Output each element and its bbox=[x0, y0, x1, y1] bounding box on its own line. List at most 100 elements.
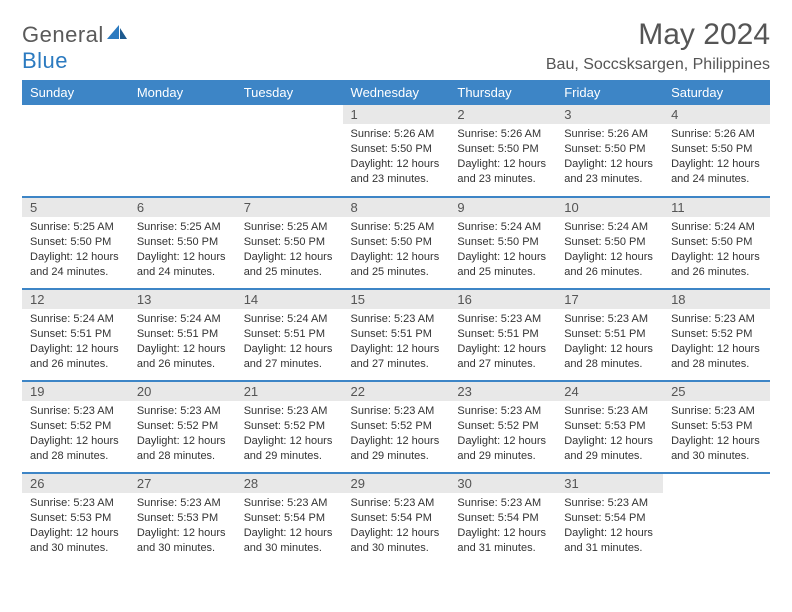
calendar-cell: 13Sunrise: 5:24 AMSunset: 5:51 PMDayligh… bbox=[129, 289, 236, 381]
day-details: Sunrise: 5:25 AMSunset: 5:50 PMDaylight:… bbox=[236, 217, 343, 283]
day-details: Sunrise: 5:23 AMSunset: 5:51 PMDaylight:… bbox=[556, 309, 663, 375]
calendar-cell: 17Sunrise: 5:23 AMSunset: 5:51 PMDayligh… bbox=[556, 289, 663, 381]
calendar-cell: 24Sunrise: 5:23 AMSunset: 5:53 PMDayligh… bbox=[556, 381, 663, 473]
day-details: Sunrise: 5:24 AMSunset: 5:50 PMDaylight:… bbox=[663, 217, 770, 283]
sunset-line: Sunset: 5:52 PM bbox=[30, 419, 121, 434]
sunset-line: Sunset: 5:51 PM bbox=[351, 327, 442, 342]
calendar-cell: 18Sunrise: 5:23 AMSunset: 5:52 PMDayligh… bbox=[663, 289, 770, 381]
day-header: Wednesday bbox=[343, 80, 450, 105]
calendar-cell: 5Sunrise: 5:25 AMSunset: 5:50 PMDaylight… bbox=[22, 197, 129, 289]
daylight-line: Daylight: 12 hours and 28 minutes. bbox=[30, 434, 121, 464]
page-header: General Blue May 2024 Bau, Soccsksargen,… bbox=[22, 18, 770, 74]
day-header: Thursday bbox=[449, 80, 556, 105]
daylight-line: Daylight: 12 hours and 28 minutes. bbox=[564, 342, 655, 372]
calendar-week-row: 19Sunrise: 5:23 AMSunset: 5:52 PMDayligh… bbox=[22, 381, 770, 473]
day-number bbox=[663, 474, 770, 493]
daylight-line: Daylight: 12 hours and 26 minutes. bbox=[564, 250, 655, 280]
day-number: 30 bbox=[449, 474, 556, 493]
sunset-line: Sunset: 5:53 PM bbox=[564, 419, 655, 434]
calendar-cell: 9Sunrise: 5:24 AMSunset: 5:50 PMDaylight… bbox=[449, 197, 556, 289]
calendar-cell bbox=[663, 473, 770, 565]
day-details: Sunrise: 5:24 AMSunset: 5:50 PMDaylight:… bbox=[449, 217, 556, 283]
logo-word2: Blue bbox=[22, 48, 68, 73]
sunrise-line: Sunrise: 5:23 AM bbox=[351, 312, 442, 327]
sunrise-line: Sunrise: 5:26 AM bbox=[564, 127, 655, 142]
day-details: Sunrise: 5:25 AMSunset: 5:50 PMDaylight:… bbox=[343, 217, 450, 283]
day-number: 25 bbox=[663, 382, 770, 401]
day-details: Sunrise: 5:25 AMSunset: 5:50 PMDaylight:… bbox=[22, 217, 129, 283]
sunrise-line: Sunrise: 5:23 AM bbox=[564, 496, 655, 511]
calendar-cell bbox=[129, 105, 236, 197]
calendar-week-row: 1Sunrise: 5:26 AMSunset: 5:50 PMDaylight… bbox=[22, 105, 770, 197]
calendar-cell: 12Sunrise: 5:24 AMSunset: 5:51 PMDayligh… bbox=[22, 289, 129, 381]
sunset-line: Sunset: 5:51 PM bbox=[564, 327, 655, 342]
daylight-line: Daylight: 12 hours and 31 minutes. bbox=[457, 526, 548, 556]
day-details: Sunrise: 5:23 AMSunset: 5:54 PMDaylight:… bbox=[449, 493, 556, 559]
sunrise-line: Sunrise: 5:26 AM bbox=[351, 127, 442, 142]
sunset-line: Sunset: 5:50 PM bbox=[671, 235, 762, 250]
daylight-line: Daylight: 12 hours and 30 minutes. bbox=[137, 526, 228, 556]
calendar-cell: 19Sunrise: 5:23 AMSunset: 5:52 PMDayligh… bbox=[22, 381, 129, 473]
day-details: Sunrise: 5:23 AMSunset: 5:54 PMDaylight:… bbox=[236, 493, 343, 559]
day-number: 6 bbox=[129, 198, 236, 217]
day-number: 5 bbox=[22, 198, 129, 217]
day-header-row: SundayMondayTuesdayWednesdayThursdayFrid… bbox=[22, 80, 770, 105]
calendar-cell: 22Sunrise: 5:23 AMSunset: 5:52 PMDayligh… bbox=[343, 381, 450, 473]
calendar-cell: 15Sunrise: 5:23 AMSunset: 5:51 PMDayligh… bbox=[343, 289, 450, 381]
sunrise-line: Sunrise: 5:23 AM bbox=[30, 404, 121, 419]
sunset-line: Sunset: 5:52 PM bbox=[137, 419, 228, 434]
day-number: 15 bbox=[343, 290, 450, 309]
day-details: Sunrise: 5:26 AMSunset: 5:50 PMDaylight:… bbox=[343, 124, 450, 190]
calendar-week-row: 5Sunrise: 5:25 AMSunset: 5:50 PMDaylight… bbox=[22, 197, 770, 289]
daylight-line: Daylight: 12 hours and 27 minutes. bbox=[457, 342, 548, 372]
daylight-line: Daylight: 12 hours and 27 minutes. bbox=[351, 342, 442, 372]
calendar-cell: 8Sunrise: 5:25 AMSunset: 5:50 PMDaylight… bbox=[343, 197, 450, 289]
day-details: Sunrise: 5:26 AMSunset: 5:50 PMDaylight:… bbox=[556, 124, 663, 190]
sunrise-line: Sunrise: 5:24 AM bbox=[671, 220, 762, 235]
calendar-cell: 28Sunrise: 5:23 AMSunset: 5:54 PMDayligh… bbox=[236, 473, 343, 565]
day-details: Sunrise: 5:23 AMSunset: 5:53 PMDaylight:… bbox=[22, 493, 129, 559]
day-details: Sunrise: 5:23 AMSunset: 5:51 PMDaylight:… bbox=[449, 309, 556, 375]
daylight-line: Daylight: 12 hours and 26 minutes. bbox=[30, 342, 121, 372]
sunset-line: Sunset: 5:54 PM bbox=[351, 511, 442, 526]
sunset-line: Sunset: 5:51 PM bbox=[457, 327, 548, 342]
sunset-line: Sunset: 5:50 PM bbox=[671, 142, 762, 157]
sunset-line: Sunset: 5:52 PM bbox=[244, 419, 335, 434]
sunrise-line: Sunrise: 5:23 AM bbox=[457, 404, 548, 419]
day-number: 26 bbox=[22, 474, 129, 493]
daylight-line: Daylight: 12 hours and 24 minutes. bbox=[137, 250, 228, 280]
sunrise-line: Sunrise: 5:25 AM bbox=[351, 220, 442, 235]
day-details: Sunrise: 5:23 AMSunset: 5:52 PMDaylight:… bbox=[129, 401, 236, 467]
day-number: 4 bbox=[663, 105, 770, 124]
day-details: Sunrise: 5:24 AMSunset: 5:51 PMDaylight:… bbox=[129, 309, 236, 375]
calendar-cell: 11Sunrise: 5:24 AMSunset: 5:50 PMDayligh… bbox=[663, 197, 770, 289]
calendar-cell: 20Sunrise: 5:23 AMSunset: 5:52 PMDayligh… bbox=[129, 381, 236, 473]
sunset-line: Sunset: 5:50 PM bbox=[244, 235, 335, 250]
day-details: Sunrise: 5:23 AMSunset: 5:51 PMDaylight:… bbox=[343, 309, 450, 375]
sunset-line: Sunset: 5:53 PM bbox=[137, 511, 228, 526]
sunset-line: Sunset: 5:51 PM bbox=[244, 327, 335, 342]
sunrise-line: Sunrise: 5:26 AM bbox=[671, 127, 762, 142]
day-number: 2 bbox=[449, 105, 556, 124]
sunset-line: Sunset: 5:52 PM bbox=[457, 419, 548, 434]
sunrise-line: Sunrise: 5:23 AM bbox=[671, 404, 762, 419]
daylight-line: Daylight: 12 hours and 25 minutes. bbox=[457, 250, 548, 280]
day-number bbox=[129, 105, 236, 124]
day-header: Sunday bbox=[22, 80, 129, 105]
day-number: 8 bbox=[343, 198, 450, 217]
daylight-line: Daylight: 12 hours and 30 minutes. bbox=[671, 434, 762, 464]
sunrise-line: Sunrise: 5:24 AM bbox=[30, 312, 121, 327]
day-details: Sunrise: 5:23 AMSunset: 5:53 PMDaylight:… bbox=[129, 493, 236, 559]
calendar-cell: 26Sunrise: 5:23 AMSunset: 5:53 PMDayligh… bbox=[22, 473, 129, 565]
daylight-line: Daylight: 12 hours and 26 minutes. bbox=[137, 342, 228, 372]
day-number: 31 bbox=[556, 474, 663, 493]
sunrise-line: Sunrise: 5:24 AM bbox=[137, 312, 228, 327]
daylight-line: Daylight: 12 hours and 29 minutes. bbox=[244, 434, 335, 464]
day-number: 7 bbox=[236, 198, 343, 217]
daylight-line: Daylight: 12 hours and 29 minutes. bbox=[564, 434, 655, 464]
sunset-line: Sunset: 5:50 PM bbox=[564, 235, 655, 250]
calendar-cell: 1Sunrise: 5:26 AMSunset: 5:50 PMDaylight… bbox=[343, 105, 450, 197]
day-number: 17 bbox=[556, 290, 663, 309]
calendar-cell: 25Sunrise: 5:23 AMSunset: 5:53 PMDayligh… bbox=[663, 381, 770, 473]
calendar-cell: 6Sunrise: 5:25 AMSunset: 5:50 PMDaylight… bbox=[129, 197, 236, 289]
